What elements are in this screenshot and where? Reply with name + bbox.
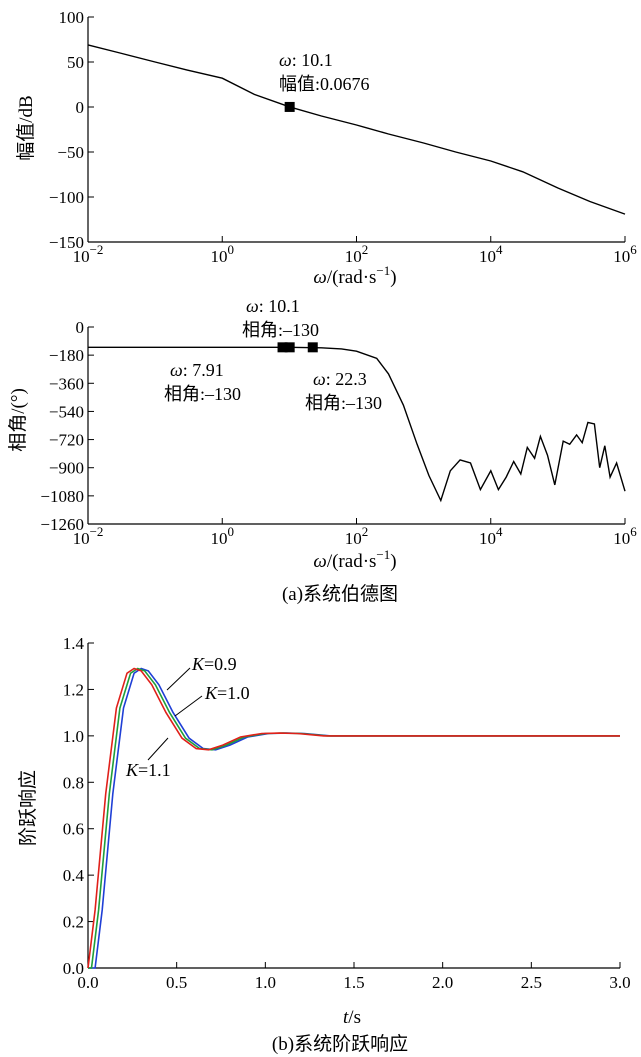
step-ticks: 0.0 0.5 1.0 1.5 2.0 2.5 3.0 0.0 0.2 0.4 0.6 0.8 1.0 1… xyxy=(63,634,631,992)
phase-datatip-marker xyxy=(307,342,318,353)
step-x-axis-label: t/s xyxy=(343,1007,361,1028)
phase-datatip-2-value: 相角:–130 xyxy=(164,384,241,404)
caption-a: (a)系统伯德图 xyxy=(282,583,398,605)
step-y-tick-label: 0.6 xyxy=(63,820,84,839)
magnitude-datatip-marker xyxy=(284,101,295,112)
phase-datatip-markers xyxy=(277,342,318,353)
step-series-line xyxy=(87,667,620,969)
step-series-line xyxy=(88,667,620,969)
phase-x-tick-label: 102 xyxy=(345,524,369,548)
magnitude-y-tick-label: 100 xyxy=(59,8,85,27)
magnitude-y-tick-label: 0 xyxy=(76,98,85,117)
step-y-tick-label: 0.0 xyxy=(63,959,84,978)
step-x-tick-label: 0.5 xyxy=(166,973,187,992)
phase-y-tick-label: 0 xyxy=(76,318,85,337)
k09-leader-line xyxy=(166,667,191,691)
phase-datatip-1-value: 相角:–130 xyxy=(242,320,319,340)
k09-label: K=0.9 xyxy=(191,654,237,674)
k11-label: K=1.1 xyxy=(125,760,171,780)
step-y-tick-label: 1.2 xyxy=(63,680,84,699)
phase-y-tick-label: −540 xyxy=(49,402,84,421)
phase-ticks: 10−2 100 102 104 106 0 −180 −360 −540 −720 −900 −10… xyxy=(40,318,637,548)
phase-x-tick-label: 104 xyxy=(479,524,503,548)
phase-y-axis-label: 相角/(°) xyxy=(7,388,29,452)
phase-datatip-3-omega: ω: 22.3 xyxy=(313,369,367,389)
step-y-tick-label: 0.4 xyxy=(63,866,85,885)
phase-datatip-marker xyxy=(284,342,295,353)
phase-x-axis-label: ω/(rad·s−1) xyxy=(313,547,396,572)
magnitude-plot: 10−2 100 102 104 106 100 50 0 −50 −100 −150 ω: 10.… xyxy=(15,8,637,288)
magnitude-y-tick-label: −100 xyxy=(49,188,84,207)
phase-y-tick-label: −720 xyxy=(49,431,84,450)
phase-y-tick-label: −360 xyxy=(49,374,84,393)
phase-x-tick-label: 10−2 xyxy=(73,524,104,548)
k11-leader-line xyxy=(147,737,169,761)
phase-x-tick-label: 106 xyxy=(613,524,637,548)
magnitude-x-tick-label: 106 xyxy=(613,242,637,266)
k10-leader-line xyxy=(174,695,203,717)
caption-b: (b)系统阶跃响应 xyxy=(272,1033,408,1055)
phase-series-line xyxy=(88,346,626,503)
magnitude-series-line xyxy=(87,44,626,215)
step-x-tick-label: 2.0 xyxy=(432,973,453,992)
step-x-tick-label: 3.0 xyxy=(609,973,630,992)
magnitude-datatip-value: 幅值:0.0676 xyxy=(279,74,370,94)
magnitude-ticks: 10−2 100 102 104 106 100 50 0 −50 −100 −150 xyxy=(49,8,637,266)
magnitude-x-axis-label: ω/(rad·s−1) xyxy=(313,263,396,288)
step-axes xyxy=(87,643,620,969)
magnitude-axes xyxy=(87,17,625,243)
magnitude-x-tick-label: 100 xyxy=(211,242,235,266)
phase-datatip-marker xyxy=(277,342,288,353)
magnitude-datatip-omega: ω: 10.1 xyxy=(279,50,333,70)
magnitude-y-axis-label: 幅值/dB xyxy=(15,95,37,160)
magnitude-x-tick-label: 102 xyxy=(345,242,369,266)
magnitude-x-tick-label: 104 xyxy=(479,242,503,266)
k10-label: K=1.0 xyxy=(204,683,250,703)
step-y-tick-label: 0.2 xyxy=(63,913,84,932)
step-y-tick-label: 1.4 xyxy=(63,634,85,653)
step-y-tick-label: 0.8 xyxy=(63,773,84,792)
phase-plot: 10−2 100 102 104 106 0 −180 −360 −540 −720 −900 −10… xyxy=(7,296,637,605)
magnitude-y-tick-label: −150 xyxy=(49,233,84,252)
phase-y-tick-label: −1080 xyxy=(40,487,84,506)
step-y-axis-label: 阶跃响应 xyxy=(17,770,39,846)
phase-y-tick-label: −180 xyxy=(49,346,84,365)
phase-x-tick-label: 100 xyxy=(211,524,235,548)
step-x-tick-label: 1.5 xyxy=(343,973,364,992)
step-x-tick-label: 2.5 xyxy=(521,973,542,992)
step-x-tick-label: 1.0 xyxy=(255,973,276,992)
phase-datatip-1-omega: ω: 10.1 xyxy=(246,296,300,316)
step-plot: 0.0 0.5 1.0 1.5 2.0 2.5 3.0 0.0 0.2 0.4 0.6 0.8 1.0 1… xyxy=(17,634,631,1055)
step-series-line xyxy=(88,667,620,969)
phase-y-tick-label: −1260 xyxy=(40,515,84,534)
magnitude-x-tick-label: 10−2 xyxy=(73,242,104,266)
phase-axes xyxy=(87,327,625,525)
phase-datatip-3-value: 相角:–130 xyxy=(305,393,382,413)
step-series-lines xyxy=(87,667,620,969)
magnitude-y-tick-label: 50 xyxy=(67,53,84,72)
phase-datatip-2-omega: ω: 7.91 xyxy=(170,360,224,380)
phase-y-tick-label: −900 xyxy=(49,459,84,478)
step-x-tick-label: 0.0 xyxy=(77,973,98,992)
step-y-tick-label: 1.0 xyxy=(63,727,84,746)
magnitude-y-tick-label: −50 xyxy=(57,143,84,162)
